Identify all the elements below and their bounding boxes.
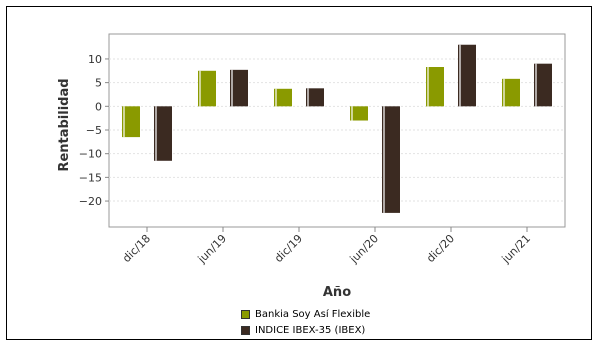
bar-series-2-jun-21: [534, 63, 552, 107]
bar-highlight: [123, 106, 125, 138]
y-tick-label: −5: [86, 124, 102, 137]
legend-label-series-1: Bankia Soy Así Flexible: [255, 308, 371, 320]
bar-series-2-dic-19: [306, 88, 324, 107]
x-tick-label: dic/19: [272, 232, 305, 265]
bar-series-1-dic-18: [122, 106, 140, 138]
bar-series-1-jun-21: [502, 78, 520, 107]
bar-series-2-dic-20: [458, 44, 476, 107]
bar-series-1-dic-20: [426, 67, 444, 107]
x-tick-label: jun/21: [499, 232, 533, 266]
bar-highlight: [459, 44, 461, 107]
x-tick-label: dic/20: [424, 232, 457, 265]
legend-swatch-series-2: [241, 325, 250, 335]
bar-highlight: [503, 78, 505, 107]
bar-highlight: [155, 106, 157, 161]
y-tick-label: 0: [95, 100, 102, 113]
bar-series-1-jun-20: [350, 106, 368, 121]
bar-highlight: [231, 69, 233, 107]
bars: [122, 44, 552, 213]
bar-series-1-dic-19: [274, 88, 292, 107]
y-axis-ticks: 10 5 0 −5 −10 −15 −20: [79, 53, 109, 208]
y-tick-label: −20: [79, 195, 102, 208]
x-axis-ticks: dic/18 jun/19 dic/19 jun/20 dic/20 jun/21: [120, 227, 533, 266]
bar-highlight: [535, 63, 537, 107]
bar-series-2-jun-19: [230, 69, 248, 107]
legend-swatch-series-1: [241, 309, 250, 319]
legend-label-series-2: INDICE IBEX-35 (IBEX): [255, 324, 366, 336]
bar-highlight: [275, 88, 277, 107]
bar-series-2-dic-18: [154, 106, 172, 161]
legend-item-series-1: Bankia Soy Así Flexible: [241, 306, 370, 322]
legend: Bankia Soy Así Flexible INDICE IBEX-35 (…: [241, 306, 370, 338]
x-tick-label: jun/19: [195, 232, 229, 266]
legend-item-series-2: INDICE IBEX-35 (IBEX): [241, 322, 370, 338]
y-tick-label: 10: [88, 53, 102, 66]
bar-highlight: [307, 88, 309, 107]
y-tick-label: 5: [95, 77, 102, 90]
y-axis-title: Rentabilidad: [57, 78, 72, 171]
y-tick-label: −10: [79, 148, 102, 161]
bar-highlight: [351, 106, 353, 121]
x-tick-label: jun/20: [347, 232, 381, 266]
bar-series-2-jun-20: [382, 106, 400, 213]
bar-series-1-jun-19: [198, 70, 216, 107]
x-tick-label: dic/18: [120, 232, 153, 265]
bar-highlight: [427, 67, 429, 107]
bar-highlight: [199, 70, 201, 107]
x-axis-title: Año: [323, 285, 351, 300]
grid-lines: [109, 58, 565, 202]
y-tick-label: −15: [79, 171, 102, 184]
bar-highlight: [383, 106, 385, 213]
